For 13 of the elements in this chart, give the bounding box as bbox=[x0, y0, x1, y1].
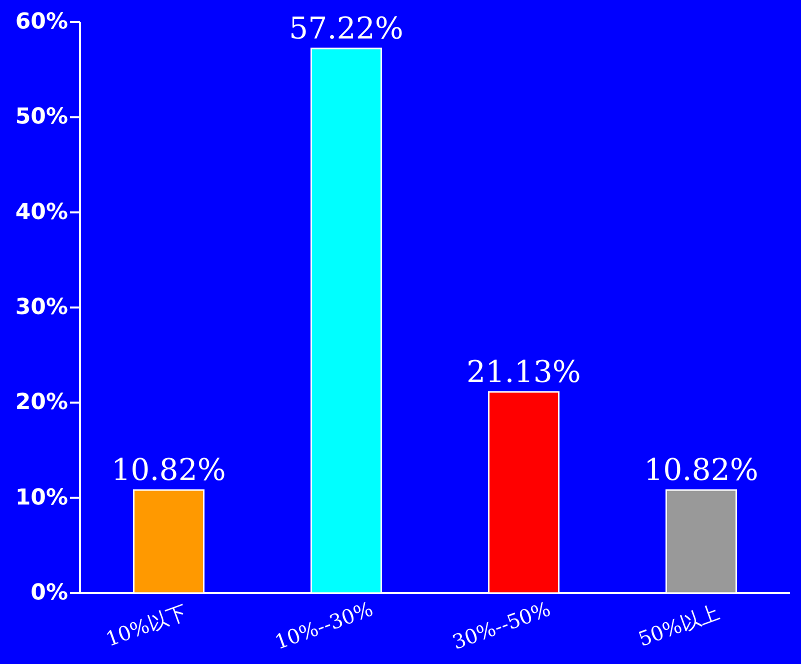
data-label: 10.82% bbox=[644, 453, 758, 488]
x-tick-label: 10%以下 bbox=[102, 600, 190, 652]
y-tick-label: 40% bbox=[15, 200, 68, 225]
y-tick-label: 10% bbox=[15, 485, 68, 510]
y-tick-label: 50% bbox=[15, 104, 68, 130]
y-tick-label: 30% bbox=[15, 295, 68, 320]
y-tick-label: 0% bbox=[30, 580, 68, 606]
y-tick-label: 60% bbox=[15, 10, 68, 34]
data-label: 10.82% bbox=[112, 453, 226, 488]
data-label: 57.22% bbox=[289, 11, 404, 46]
y-tick-label: 20% bbox=[15, 390, 68, 416]
x-tick-label: 50%以上 bbox=[635, 600, 723, 652]
data-label: 21.13% bbox=[466, 354, 581, 390]
